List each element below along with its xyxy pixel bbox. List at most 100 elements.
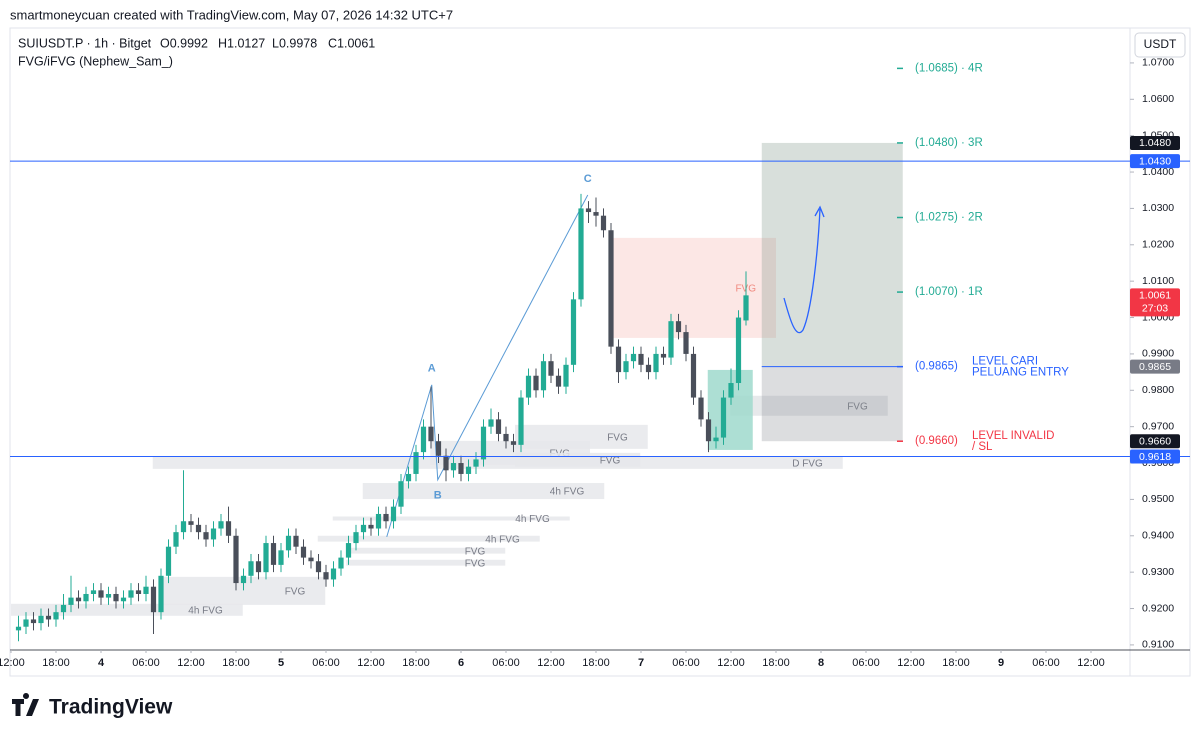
- candle-body: [653, 353, 659, 373]
- candle-body: [23, 619, 29, 627]
- x-tick-label: 06:00: [1032, 657, 1060, 669]
- candle-body: [53, 612, 59, 620]
- level-note: PELUANG ENTRY: [972, 367, 1069, 379]
- ohlc-close: C1.0061: [328, 36, 375, 50]
- candle-body: [465, 466, 472, 474]
- level-note: / SL: [972, 441, 993, 453]
- fvg-label: 4h FVG: [550, 487, 585, 498]
- candle-body: [608, 230, 614, 347]
- candle-body: [390, 506, 397, 522]
- price-tag: [1130, 434, 1180, 449]
- price-tag: [1130, 154, 1180, 169]
- price-tag-label: 0.9865: [1139, 361, 1171, 373]
- x-tick-label: 7: [638, 657, 644, 669]
- x-tick-label: 06:00: [312, 657, 340, 669]
- candle-body: [128, 590, 134, 598]
- candle-body: [143, 586, 149, 594]
- fvg-label: FVG: [600, 455, 621, 466]
- countdown: 27:03: [1142, 303, 1168, 315]
- candle-body: [420, 426, 427, 453]
- candle-body: [683, 332, 689, 354]
- candle-body: [135, 590, 142, 594]
- candle-body: [645, 364, 652, 373]
- candle-body: [518, 397, 524, 445]
- indicator: FVG/iFVG (Nephew_Sam_): [18, 54, 173, 68]
- candle-body: [285, 535, 292, 551]
- price-tag: [1130, 449, 1180, 464]
- candle-body: [473, 459, 479, 467]
- fvg-label: 4h FVG: [515, 514, 550, 525]
- fvg-zone: [332, 516, 570, 521]
- candle-body: [503, 433, 509, 442]
- candle-body: [90, 590, 97, 594]
- ohlc-high: H1.0127: [218, 36, 265, 50]
- candle-body: [308, 557, 314, 562]
- candle-body: [233, 535, 239, 584]
- candle-body: [15, 626, 22, 631]
- candle-body: [323, 572, 329, 580]
- candle-body: [413, 452, 419, 474]
- price-tag-label: 0.9660: [1139, 435, 1171, 447]
- arrow-head: [814, 205, 825, 218]
- candle-body: [278, 550, 284, 565]
- y-tick-label: 1.0600: [1142, 93, 1174, 105]
- candle-body: [68, 597, 74, 605]
- x-tick-label: 12:00: [177, 657, 205, 669]
- candle-body: [533, 375, 539, 391]
- candle-body: [105, 593, 112, 598]
- level-label: (0.9865): [915, 361, 958, 373]
- candle-body: [428, 426, 434, 442]
- projection-arrow: [783, 208, 821, 334]
- fvg-zone: [730, 395, 888, 416]
- candle-body: [360, 524, 367, 533]
- candle-body: [540, 361, 547, 391]
- candle-body: [255, 561, 262, 573]
- candle-body: [720, 397, 727, 438]
- logo-mark: [12, 693, 39, 716]
- candle-body: [345, 543, 352, 558]
- price-tag: [1130, 359, 1180, 374]
- abc-line: [386, 194, 589, 538]
- candle-body: [173, 532, 179, 547]
- candle-body: [293, 535, 299, 547]
- currency: USDT: [1144, 37, 1177, 51]
- candle-body: [113, 593, 119, 602]
- candle-body: [165, 546, 172, 576]
- price-tag-label: 0.9618: [1139, 451, 1171, 463]
- x-tick-label: 06:00: [132, 657, 160, 669]
- x-tick-label: 9: [998, 657, 1004, 669]
- x-tick-label: 18:00: [42, 657, 70, 669]
- ohlc-low: L0.9978: [272, 36, 317, 50]
- x-tick-label: 6: [458, 657, 464, 669]
- level-label: (1.0275) · 2R: [915, 212, 983, 224]
- candle-body: [728, 383, 734, 398]
- candle-body: [188, 521, 194, 525]
- candle-body: [30, 619, 37, 624]
- target-area: [761, 142, 903, 367]
- candle-body: [585, 208, 592, 213]
- candle-body: [668, 321, 674, 358]
- candle-body: [263, 543, 269, 573]
- fvg-zone: [515, 452, 641, 467]
- x-tick-label: 12:00: [897, 657, 925, 669]
- candle-body: [375, 513, 382, 529]
- fvg-label: FVG: [465, 546, 486, 557]
- wave-label: A: [428, 363, 436, 375]
- candle-body: [638, 353, 644, 365]
- candle-body: [98, 590, 104, 598]
- x-tick-label: 18:00: [402, 657, 430, 669]
- candle-body: [480, 426, 487, 460]
- fvg-label: 4h FVG: [485, 534, 520, 545]
- caption: smartmoneycuan created with TradingView.…: [10, 7, 453, 22]
- candle-body: [623, 361, 629, 373]
- symbol: SUIUSDT.P · 1h · Bitget: [18, 36, 152, 50]
- candle-body: [548, 361, 554, 376]
- candle-body: [713, 437, 719, 442]
- candle-body: [630, 353, 637, 362]
- candle-body: [75, 597, 82, 602]
- candle-body: [338, 557, 344, 569]
- x-tick-label: 12:00: [537, 657, 565, 669]
- ohlc-open: O0.9992: [160, 36, 208, 50]
